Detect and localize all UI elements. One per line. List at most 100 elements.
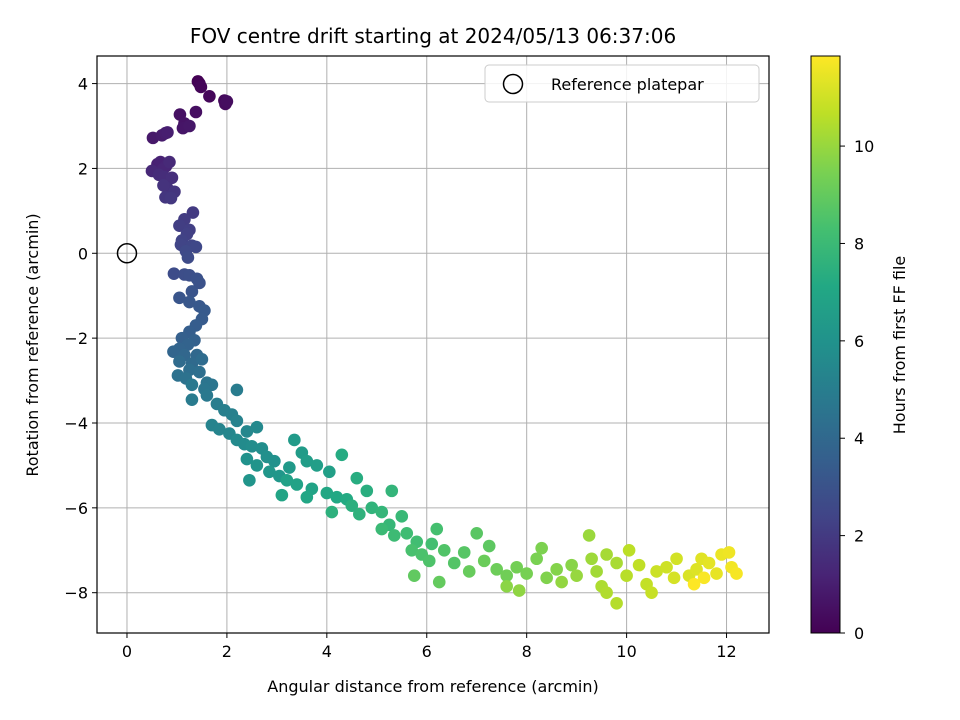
scatter-point xyxy=(622,543,636,557)
colorbar-ticks: 0 2 4 6 8 10 xyxy=(840,137,874,643)
scatter-point xyxy=(462,565,476,578)
scatter-point xyxy=(702,556,716,570)
scatter-point xyxy=(164,191,178,205)
scatter-point xyxy=(167,267,181,280)
scatter-point xyxy=(670,552,683,566)
scatter-point xyxy=(189,240,203,254)
scatter-point xyxy=(353,507,366,521)
scatter-point xyxy=(245,440,259,453)
chart-title: FOV centre drift starting at 2024/05/13 … xyxy=(190,24,676,48)
scatter-point xyxy=(300,454,314,468)
scatter-point xyxy=(250,459,264,472)
scatter-point xyxy=(482,539,496,553)
scatter-points xyxy=(145,75,743,610)
y-tick-label: 0 xyxy=(78,244,88,263)
x-tick-label: 6 xyxy=(422,642,432,661)
scatter-point xyxy=(600,586,613,599)
scatter-point xyxy=(350,471,364,485)
scatter-point xyxy=(325,505,339,519)
colorbar-tick-label: 6 xyxy=(854,332,864,351)
scatter-point xyxy=(555,575,568,589)
scatter-point xyxy=(203,90,216,103)
scatter-point xyxy=(490,563,504,576)
scatter-point xyxy=(320,486,334,500)
scatter-point xyxy=(220,95,234,108)
y-tick-label: 2 xyxy=(78,159,88,178)
scatter-point xyxy=(565,558,578,572)
colorbar-label: Hours from first FF file xyxy=(890,256,909,435)
scatter-point xyxy=(280,473,294,487)
scatter-point xyxy=(610,597,623,610)
scatter-point xyxy=(375,505,389,519)
scatter-point xyxy=(432,575,446,589)
scatter-point xyxy=(230,383,244,397)
scatter-point xyxy=(375,522,389,536)
x-tick-label: 12 xyxy=(716,642,736,661)
scatter-point xyxy=(690,563,703,576)
scatter-point xyxy=(500,580,513,593)
scatter-point xyxy=(447,556,461,570)
scatter-point xyxy=(193,276,206,290)
scatter-point xyxy=(181,251,195,264)
colorbar-tick-label: 2 xyxy=(854,527,864,546)
scatter-point xyxy=(173,291,186,305)
scatter-point xyxy=(620,569,633,583)
scatter-point xyxy=(582,529,596,542)
colorbar-gradient xyxy=(810,55,841,634)
scatter-point xyxy=(186,206,200,219)
scatter-point xyxy=(263,465,276,479)
scatter-point xyxy=(185,393,199,406)
scatter-point xyxy=(405,543,419,557)
scatter-point xyxy=(422,554,436,568)
scatter-point xyxy=(540,571,553,585)
scatter-point xyxy=(457,546,471,559)
scatter-point xyxy=(330,490,344,504)
scatter-point xyxy=(660,560,673,574)
y-tick-label: 4 xyxy=(78,75,88,94)
legend-box xyxy=(484,64,760,103)
reference-point-marker xyxy=(116,243,138,264)
scatter-point xyxy=(365,501,379,515)
scatter-point xyxy=(300,490,314,504)
y-tick-label: −8 xyxy=(64,584,88,603)
legend-marker xyxy=(502,73,524,95)
scatter-point xyxy=(437,543,451,557)
scatter-point xyxy=(470,526,484,540)
scatter-point xyxy=(268,454,281,468)
scatter-point xyxy=(632,558,646,572)
scatter-point xyxy=(520,567,533,580)
scatter-point xyxy=(200,389,214,402)
scatter-point xyxy=(183,119,196,133)
scatter-point xyxy=(600,548,613,561)
colorbar-tick-label: 10 xyxy=(854,137,874,156)
scatter-point xyxy=(570,569,583,583)
scatter-point xyxy=(590,565,603,578)
colorbar-tick-label: 4 xyxy=(854,429,864,448)
scatter-point xyxy=(195,353,209,366)
scatter-point xyxy=(240,425,254,438)
x-axis-label: Angular distance from reference (arcmin) xyxy=(267,677,598,696)
scatter-point xyxy=(710,567,723,580)
scatter-point xyxy=(500,569,513,583)
scatter-point xyxy=(213,423,226,436)
scatter-point xyxy=(163,155,176,169)
scatter-point xyxy=(697,571,711,585)
x-tick-label: 4 xyxy=(322,642,332,661)
scatter-point xyxy=(185,378,199,392)
scatter-point xyxy=(400,526,414,540)
scatter-point xyxy=(230,414,244,428)
scatter-point xyxy=(730,567,743,580)
scatter-point xyxy=(585,552,598,566)
scatter-point xyxy=(288,433,301,447)
colorbar-tick-label: 8 xyxy=(854,234,864,253)
x-tick-label: 0 xyxy=(122,642,132,661)
legend: Reference platepar xyxy=(484,64,760,103)
y-axis-label: Rotation from reference (arcmin) xyxy=(23,213,42,476)
scatter-point xyxy=(161,126,174,139)
scatter-point xyxy=(407,569,421,583)
scatter-point xyxy=(165,171,179,185)
scatter-point xyxy=(345,499,359,513)
x-tick-label: 2 xyxy=(222,642,232,661)
legend-entry-reference-platepar: Reference platepar xyxy=(551,75,704,94)
